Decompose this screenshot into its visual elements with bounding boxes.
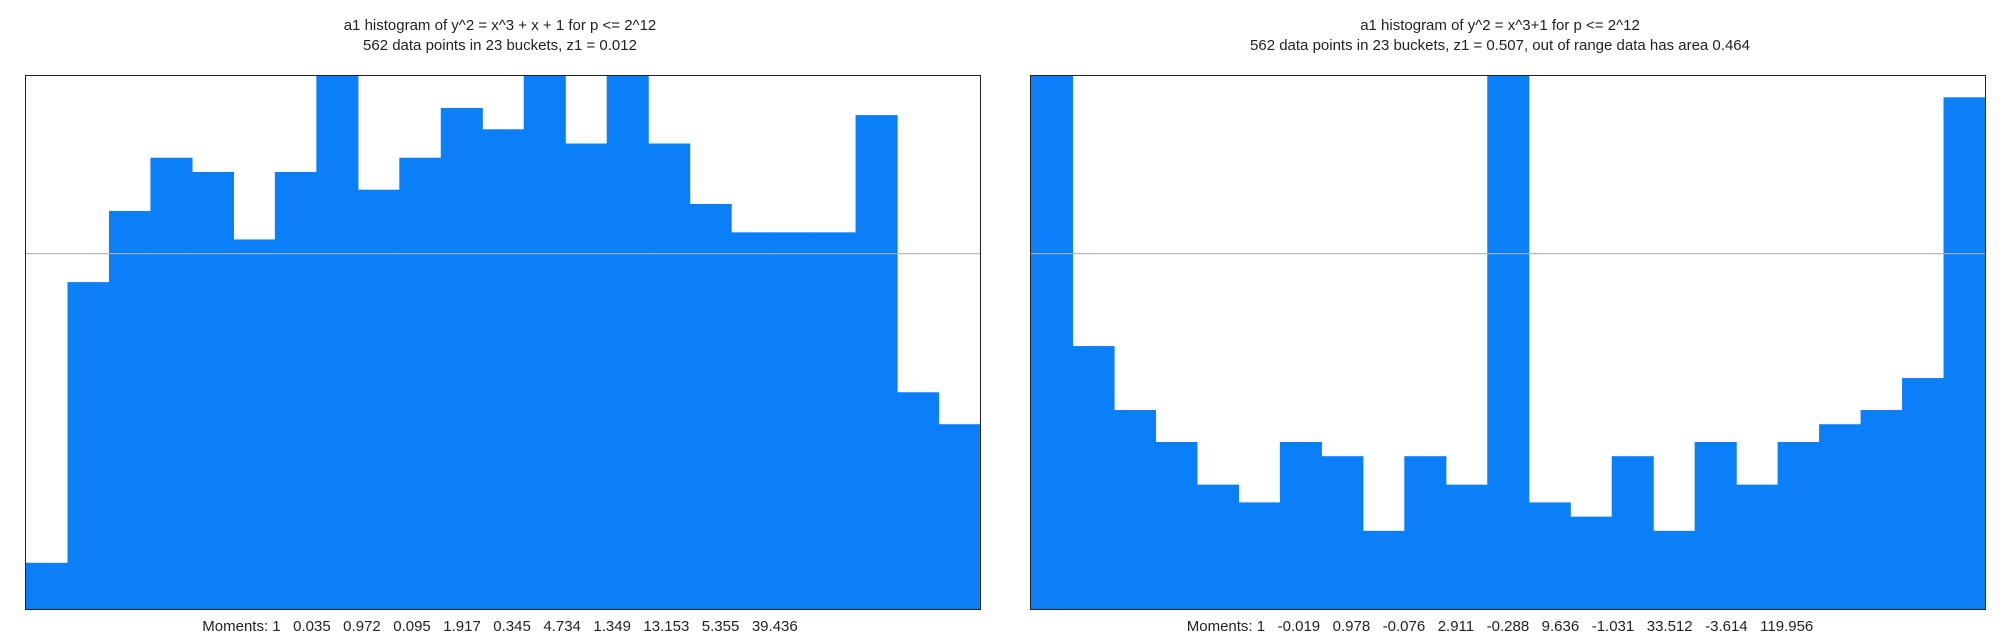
histogram-bar [1362, 530, 1405, 609]
histogram-svg [1031, 76, 1985, 609]
histogram-bar [1611, 456, 1654, 609]
histogram-bar [1777, 441, 1820, 609]
histogram-panel-1: a1 histogram of y^2 = x^3 + x + 1 for p … [25, 17, 981, 635]
histogram-bar [731, 232, 774, 609]
histogram-bar [606, 76, 649, 609]
histogram-bar [26, 562, 69, 609]
histogram-bar [482, 129, 525, 609]
histogram-bar [1321, 456, 1364, 609]
histogram-bar [1238, 502, 1281, 609]
histogram-bar [1279, 441, 1322, 609]
histogram-bar [1404, 456, 1447, 609]
histogram-bar [440, 107, 483, 609]
histogram-bar [1860, 410, 1903, 609]
moments-text: Moments: 1 -0.019 0.978 -0.076 2.911 -0.… [1186, 618, 1814, 635]
histogram-bar [399, 157, 442, 609]
histogram-bar [1943, 97, 1985, 609]
histogram-bar [274, 171, 317, 609]
moments-text: Moments: 1 0.035 0.972 0.095 1.917 0.345… [202, 618, 798, 635]
chart-title: a1 histogram of y^2 = x^3+1 for p <= 2^1… [1360, 17, 1640, 34]
histogram-bar [1445, 484, 1488, 609]
histogram-bar [565, 143, 608, 609]
histogram-bar [233, 239, 276, 609]
histogram-bar [523, 76, 566, 609]
histogram-bar [1072, 346, 1115, 609]
histogram-bar [689, 203, 732, 609]
histogram-bar [316, 76, 359, 609]
histogram-bar [1113, 410, 1157, 609]
histogram-bar [1902, 378, 1945, 609]
histogram-bar [1570, 516, 1613, 609]
histogram-bar [357, 189, 400, 609]
chart-title: a1 histogram of y^2 = x^3 + x + 1 for p … [343, 17, 657, 34]
histogram-bar [1196, 484, 1239, 609]
histogram-panel-2: a1 histogram of y^2 = x^3+1 for p <= 2^1… [1000, 0, 2000, 640]
histogram-bar [67, 282, 110, 609]
histogram-bar [772, 232, 815, 609]
histogram-bar [938, 424, 980, 609]
histogram-bar [1694, 441, 1737, 609]
histogram-bar [108, 211, 152, 609]
histogram-bar [1031, 76, 1074, 609]
histogram-bar [648, 143, 691, 609]
histogram-bar [1528, 502, 1571, 609]
histogram-bar [855, 115, 898, 609]
histogram-bar [1487, 76, 1530, 609]
histogram-bar [191, 171, 234, 609]
histogram-bar [150, 157, 193, 609]
histogram-svg [26, 76, 980, 609]
histogram-bar [1155, 441, 1198, 609]
plot-area [25, 75, 981, 610]
plot-area [1030, 75, 1986, 610]
histogram-bar [1653, 530, 1696, 609]
histogram-bar [814, 232, 857, 609]
chart-subtitle: 562 data points in 23 buckets, z1 = 0.50… [1250, 37, 1750, 54]
histogram-bar [1819, 424, 1862, 609]
chart-subtitle: 562 data points in 23 buckets, z1 = 0.01… [363, 37, 637, 54]
histogram-bar [897, 392, 940, 609]
histogram-bar [1736, 484, 1779, 609]
